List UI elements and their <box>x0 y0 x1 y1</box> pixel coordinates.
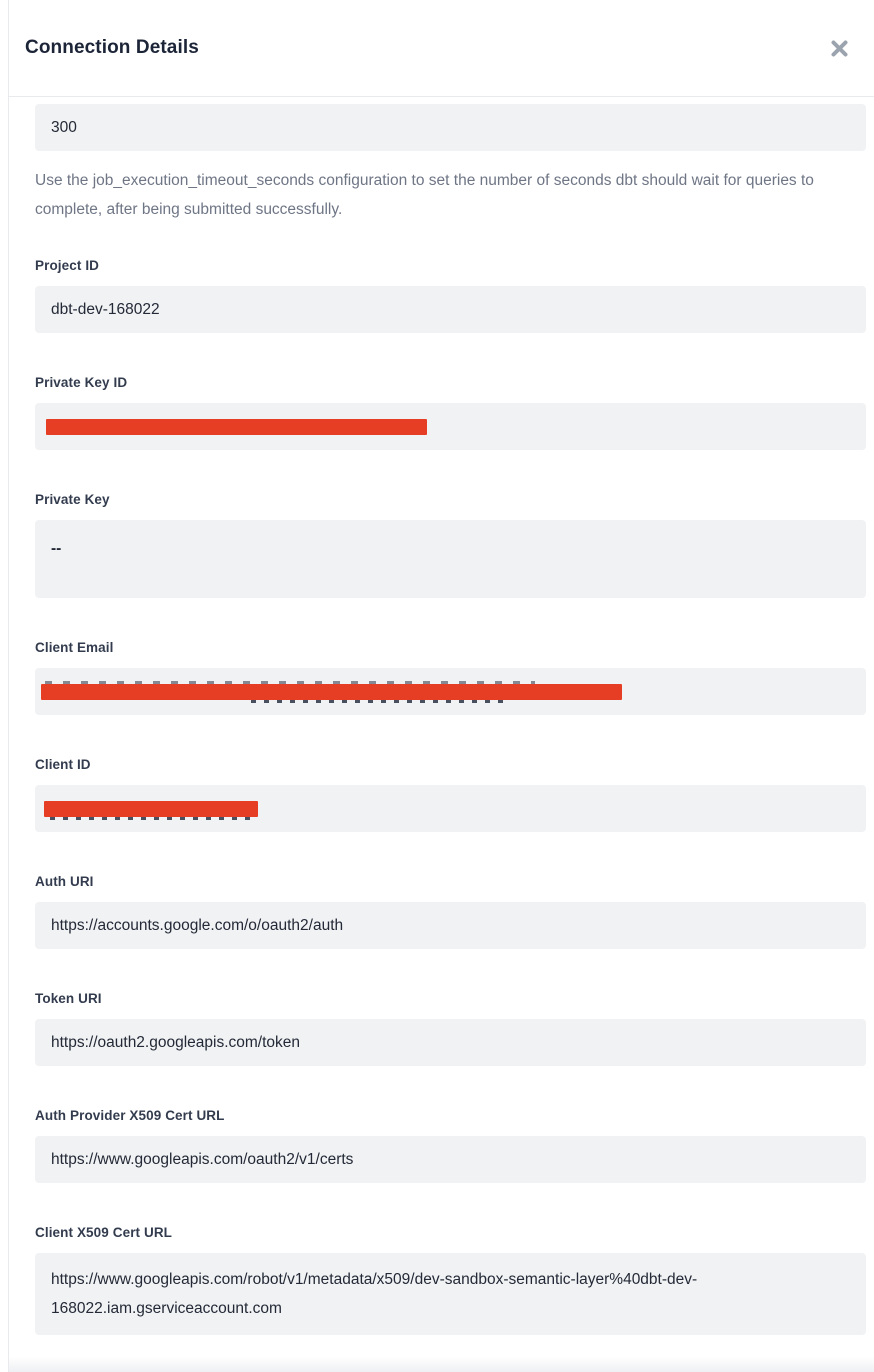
timeout-value: 300 <box>51 119 77 136</box>
field-label: Auth Provider X509 Cert URL <box>35 1108 225 1123</box>
client-id-field[interactable] <box>35 785 866 832</box>
field-section-client-x509-cert-url: Client X509 Cert URL https://www.googlea… <box>35 1225 866 1335</box>
scroll-fade <box>9 1357 874 1372</box>
field-label: Private Key ID <box>35 375 128 390</box>
page-title: Connection Details <box>25 37 199 58</box>
field-label: Client Email <box>35 640 114 655</box>
private-key-field[interactable]: -- <box>35 520 866 598</box>
field-section-auth-uri: Auth URI https://accounts.google.com/o/o… <box>35 874 866 949</box>
modal-header: Connection Details <box>9 0 874 97</box>
close-icon <box>830 39 849 58</box>
field-label: Client ID <box>35 757 91 772</box>
redaction-bar <box>44 800 258 820</box>
project-id-field[interactable]: dbt-dev-168022 <box>35 286 866 333</box>
field-section-client-email: Client Email <box>35 640 866 715</box>
field-value: dbt-dev-168022 <box>51 301 160 318</box>
field-label: Auth URI <box>35 874 94 889</box>
close-button[interactable] <box>826 35 852 61</box>
field-section-client-id: Client ID <box>35 757 866 832</box>
redaction-bar <box>46 418 427 435</box>
redaction-bar <box>41 680 622 703</box>
field-label: Private Key <box>35 492 110 507</box>
token-uri-field[interactable]: https://oauth2.googleapis.com/token <box>35 1019 866 1066</box>
field-value: https://www.googleapis.com/robot/v1/meta… <box>51 1271 698 1317</box>
field-value: https://accounts.google.com/o/oauth2/aut… <box>51 917 344 934</box>
redacted-text-fragment <box>45 680 535 684</box>
redacted-text-fragment <box>50 816 250 820</box>
private-key-id-field[interactable] <box>35 403 866 450</box>
field-section-private-key: Private Key -- <box>35 492 866 598</box>
connection-details-modal: Connection Details 300 Use the job_execu… <box>8 0 874 1372</box>
field-label: Project ID <box>35 258 100 273</box>
auth-uri-field[interactable]: https://accounts.google.com/o/oauth2/aut… <box>35 902 866 949</box>
field-label: Client X509 Cert URL <box>35 1225 173 1240</box>
field-section-token-uri: Token URI https://oauth2.googleapis.com/… <box>35 991 866 1066</box>
redacted-text-fragment <box>251 699 511 703</box>
auth-provider-x509-cert-url-field[interactable]: https://www.googleapis.com/oauth2/v1/cer… <box>35 1136 866 1183</box>
field-section-auth-provider-x509-cert-url: Auth Provider X509 Cert URL https://www.… <box>35 1108 866 1183</box>
client-email-field[interactable] <box>35 668 866 715</box>
field-value: https://www.googleapis.com/oauth2/v1/cer… <box>51 1151 354 1168</box>
field-label: Token URI <box>35 991 102 1006</box>
field-section-private-key-id: Private Key ID <box>35 375 866 450</box>
field-value: -- <box>51 540 62 557</box>
modal-body: 300 Use the job_execution_timeout_second… <box>9 97 874 1335</box>
timeout-help-text: Use the job_execution_timeout_seconds co… <box>35 172 814 218</box>
field-value: https://oauth2.googleapis.com/token <box>51 1034 301 1051</box>
field-section-project-id: Project ID dbt-dev-168022 <box>35 258 866 333</box>
client-x509-cert-url-field[interactable]: https://www.googleapis.com/robot/v1/meta… <box>35 1253 866 1335</box>
timeout-input[interactable]: 300 <box>35 104 866 151</box>
